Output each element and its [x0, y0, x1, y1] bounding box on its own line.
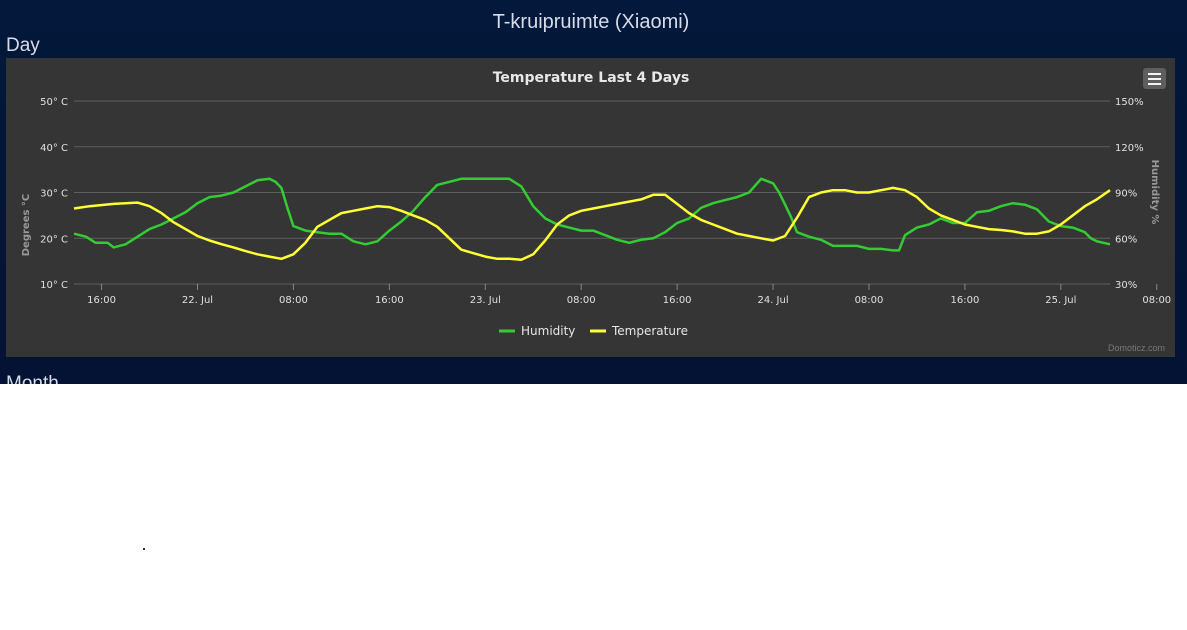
y-tick-label-left: 40° C — [40, 143, 68, 154]
x-tick-label: 16:00 — [950, 295, 979, 306]
legend-label-humidity: Humidity — [521, 324, 575, 338]
legend-item-temperature[interactable]: Temperature — [590, 324, 688, 338]
chart-svg: Temperature Last 4 Days 10° C 30% 20° C 60%… — [21, 70, 1171, 338]
legend-label-temperature: Temperature — [611, 324, 688, 338]
app-background: T-kruipruimte (Xiaomi) Day Temperature L… — [0, 0, 1187, 384]
x-tick-label: 24. Jul — [757, 295, 788, 306]
x-tick-label: 08:00 — [855, 295, 884, 306]
x-tick-label: 08:00 — [279, 295, 308, 306]
page-title: T-kruipruimte (Xiaomi) — [492, 11, 690, 33]
y-axis-left-label: Degrees °C — [21, 194, 32, 257]
x-tick-label: 16:00 — [87, 295, 116, 306]
x-tick-label: 25. Jul — [1045, 295, 1076, 306]
temperature-chart: Temperature Last 4 Days 10° C 30% 20° C 60%… — [6, 58, 1175, 357]
chart-legend: Humidity Temperature — [499, 324, 688, 338]
x-tick-label: 16:00 — [663, 295, 692, 306]
section-title-month: Month — [6, 373, 59, 384]
x-tick-label: 08:00 — [567, 295, 596, 306]
y-tick-label-left: 30° C — [40, 189, 68, 200]
y-tick-label-right: 90% — [1115, 189, 1137, 200]
x-tick-label: 08:00 — [1142, 295, 1171, 306]
legend-item-humidity[interactable]: Humidity — [499, 324, 575, 338]
chart-credit[interactable]: Domoticz.com — [1107, 343, 1165, 353]
y-tick-label-right: 150% — [1115, 97, 1144, 108]
x-tick-label: 16:00 — [375, 295, 404, 306]
series-line-humidity[interactable] — [73, 177, 1111, 252]
x-tick-label: 22. Jul — [182, 295, 213, 306]
x-tick-label: 23. Jul — [470, 295, 501, 306]
y-tick-label-right: 120% — [1115, 143, 1144, 154]
y-tick-label-left: 50° C — [40, 97, 68, 108]
y-axis-right-label: Humidity % — [1149, 160, 1160, 225]
y-tick-label-left: 20° C — [40, 234, 68, 245]
y-tick-label-right: 60% — [1115, 234, 1137, 245]
y-tick-label-left: 10° C — [40, 280, 68, 291]
hamburger-menu-icon[interactable] — [1143, 68, 1166, 89]
chart-title: Temperature Last 4 Days — [493, 70, 690, 86]
stray-dot — [143, 548, 145, 550]
y-tick-label-right: 30% — [1115, 280, 1137, 291]
series-line-temperature[interactable] — [73, 186, 1111, 262]
section-title-day: Day — [6, 35, 40, 56]
